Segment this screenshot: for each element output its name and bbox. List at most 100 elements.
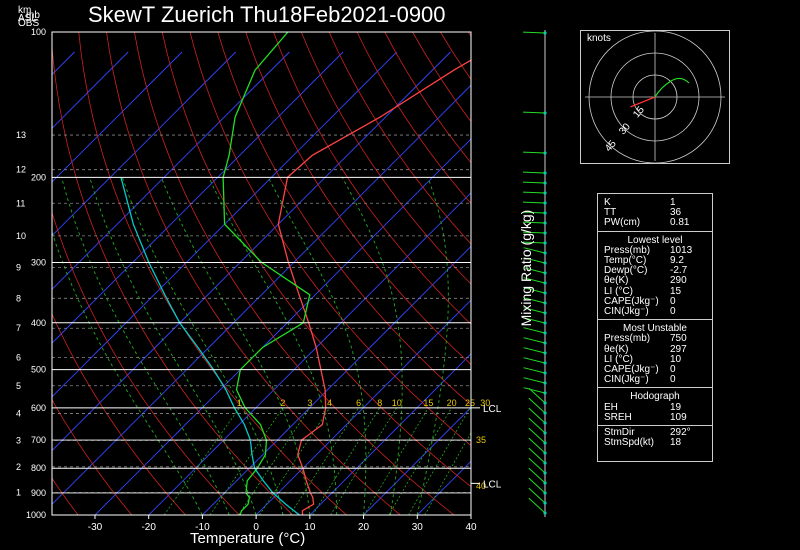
isotherm-line — [52, 51, 75, 76]
units-asl: ASL — [18, 13, 37, 24]
theta-e-label: 40 — [476, 481, 486, 491]
wind-barb — [522, 151, 546, 154]
x-tick-label: 0 — [253, 522, 259, 533]
dry-adiabat — [245, 32, 471, 366]
dry-adiabat — [217, 32, 471, 406]
dry-adiabat — [300, 32, 471, 285]
pressure-tick-label: 900 — [31, 488, 46, 498]
index-value: 19 — [670, 401, 682, 413]
wind-barb — [528, 477, 546, 494]
index-value: 1013 — [670, 244, 693, 256]
pressure-tick-label: 800 — [31, 463, 46, 473]
wind-barb — [523, 387, 546, 394]
wind-barb — [523, 317, 546, 324]
pressure-tick-label: 500 — [31, 365, 46, 375]
index-name: LI (°C) — [604, 285, 633, 297]
mixing-ratio-line — [330, 407, 398, 515]
moist-adiabat — [89, 177, 257, 515]
index-value: 0 — [670, 295, 676, 307]
height-tick-label: 11 — [16, 198, 25, 208]
isotherm-line — [52, 51, 290, 290]
isotherm-line — [52, 51, 451, 452]
wind-barb — [523, 297, 546, 304]
wind-barb — [523, 307, 546, 314]
x-tick-label: -30 — [88, 522, 103, 533]
wind-barb — [522, 111, 546, 114]
index-value: 0 — [670, 306, 676, 318]
index-row: Press(mb) 1013 — [598, 244, 712, 256]
moist-adiabat — [267, 177, 367, 515]
panel-section-title: Hodograph — [630, 391, 680, 403]
mixing-ratio-tick-label: 8 — [377, 398, 382, 408]
lcl-label: LCL — [483, 479, 502, 490]
index-row: TT 36 — [598, 207, 712, 218]
index-value: 109 — [670, 411, 687, 423]
height-tick-label: 8 — [16, 293, 21, 303]
units-obs: OBS — [18, 18, 40, 29]
panel-divider — [598, 425, 712, 427]
isotherm-line — [52, 51, 344, 344]
wind-barb — [522, 221, 546, 224]
dry-adiabat — [52, 211, 240, 515]
index-value: 15 — [670, 285, 682, 297]
wind-barb — [528, 437, 546, 454]
index-name: K — [604, 197, 611, 208]
wind-barb — [528, 457, 546, 474]
index-row: Dewp(°C) -2.7 — [598, 266, 712, 276]
index-name: CAPE(Jkg⁻) — [604, 364, 659, 376]
dewpoint-line — [222, 32, 311, 515]
wind-barb — [522, 241, 546, 244]
mixing-ratio-line — [363, 407, 429, 515]
mixing-ratio-tick-label: 20 — [447, 398, 457, 408]
mixing-ratio-line — [163, 407, 240, 515]
wind-barb — [523, 277, 546, 284]
index-value: 292° — [670, 427, 691, 439]
panel-divider — [598, 230, 712, 232]
index-row: StmDir 292° — [598, 427, 712, 439]
index-name: EH — [604, 401, 618, 413]
wind-barb — [522, 31, 546, 34]
height-tick-label: 6 — [16, 352, 21, 362]
height-tick-label: 7 — [16, 323, 21, 333]
height-tick-label: 1 — [16, 488, 21, 498]
mixing-ratio-tick-label: 3 — [307, 398, 312, 408]
dry-adiabat — [52, 399, 133, 515]
wind-barb — [523, 367, 546, 374]
index-row: LI (°C) 10 — [598, 354, 712, 365]
index-row: CIN(Jkg⁻) 0 — [598, 375, 712, 385]
x-tick-label: 40 — [465, 522, 477, 533]
pressure-tick-label: 300 — [31, 257, 46, 267]
index-name: CAPE(Jkg⁻) — [604, 295, 659, 307]
index-name: Press(mb) — [604, 244, 651, 256]
isotherm-line — [362, 406, 471, 515]
dry-adiabat — [106, 32, 402, 515]
wind-barb — [523, 377, 546, 384]
x-tick-label: -10 — [195, 522, 210, 533]
wind-barb — [528, 427, 546, 444]
height-tick-label: 3 — [16, 435, 21, 445]
mixing-ratio-tick-label: 6 — [356, 398, 361, 408]
hodograph-panel: knots 15 30 45 — [580, 30, 730, 164]
wind-barb — [528, 447, 546, 464]
wind-barb — [522, 211, 546, 214]
wind-barb — [523, 357, 546, 364]
wind-barb — [528, 397, 546, 414]
panel-section-title: Most Unstable — [623, 323, 687, 335]
temperature-line — [277, 59, 471, 515]
moist-adiabat — [341, 177, 403, 515]
index-value: 297 — [670, 343, 687, 355]
wind-barb — [528, 487, 546, 504]
moist-adiabat — [160, 177, 311, 515]
index-row: Temp(°C) 9.2 — [598, 255, 712, 266]
wind-barb — [523, 247, 546, 254]
index-name: StmSpd(kt) — [604, 437, 655, 449]
isotherm-line — [52, 51, 237, 237]
lcl-label: LCL — [483, 404, 502, 415]
isotherm-line — [0, 52, 21, 525]
index-value: 18 — [670, 437, 682, 449]
storm-motion-arrow — [630, 96, 656, 108]
isotherm-line — [52, 51, 129, 129]
x-tick-label: 20 — [358, 522, 370, 533]
